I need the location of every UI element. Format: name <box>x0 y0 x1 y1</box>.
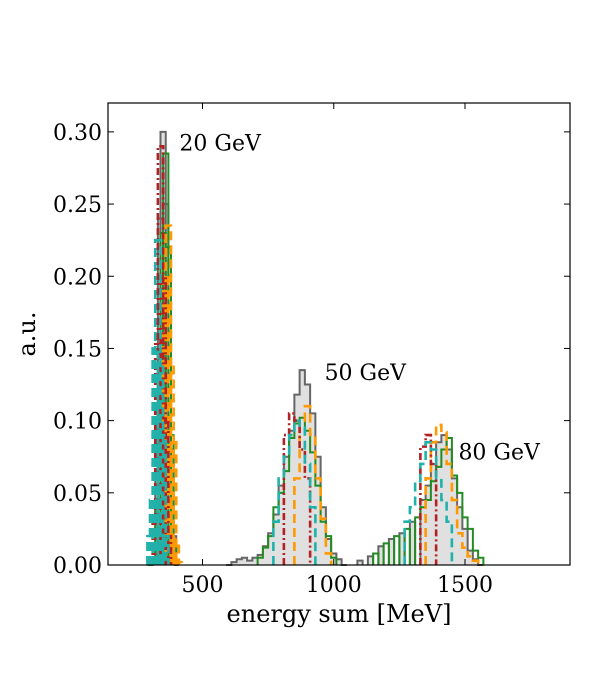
series-teal <box>146 238 454 565</box>
peak-annotation: 20 GeV <box>179 132 262 157</box>
y-tick-label: 0.25 <box>53 193 102 218</box>
plot-frame <box>107 102 571 566</box>
annotations: 20 GeV 50 GeV 80 GeV <box>179 132 541 466</box>
plot-area <box>146 130 485 566</box>
y-tick-label: 0.20 <box>53 265 102 290</box>
peak-annotation: 50 GeV <box>325 361 408 386</box>
x-axis-label: energy sum [MeV] <box>227 600 452 628</box>
x-axis: 500 1000 1500 <box>182 103 493 598</box>
y-axis-label: a.u. <box>13 311 41 356</box>
x-tick-label: 1500 <box>437 573 493 598</box>
y-tick-label: 0.00 <box>53 554 102 579</box>
y-tick-label: 0.30 <box>53 121 102 146</box>
y-tick-label: 0.10 <box>53 410 102 435</box>
series-grey-fill <box>147 131 484 565</box>
x-tick-label: 1000 <box>306 573 362 598</box>
y-tick-label: 0.05 <box>53 482 102 507</box>
peak-annotation: 80 GeV <box>458 441 541 466</box>
x-tick-label: 500 <box>182 573 224 598</box>
y-tick-label: 0.15 <box>53 337 102 362</box>
y-axis: 0.00 0.05 0.10 0.15 0.20 0.25 0.30 <box>53 121 570 579</box>
